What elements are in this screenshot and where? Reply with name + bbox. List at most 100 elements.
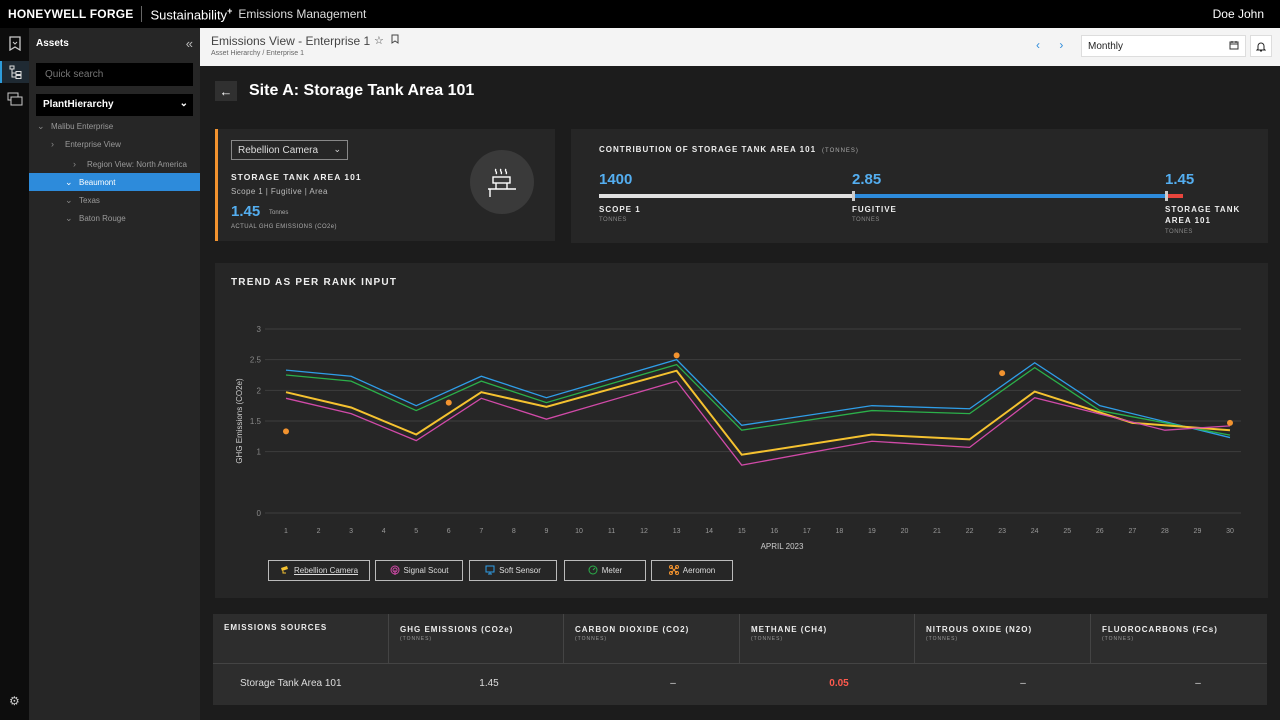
area-label: STORAGE TANK AREA 101 <box>1165 205 1241 225</box>
tree-item[interactable]: › Enterprise View <box>29 135 200 153</box>
x-tick-label: 21 <box>933 528 941 535</box>
column-header[interactable]: GHG EMISSIONS (CO2e) (TONNES) <box>389 614 564 663</box>
legend-label: Signal Scout <box>403 566 449 575</box>
legend-toggle-rebellion-camera[interactable]: Rebellion Camera <box>268 560 370 581</box>
tree-arrow-icon[interactable]: › <box>51 139 54 149</box>
table-cell-ghg: 1.45 <box>479 678 499 689</box>
fugitive-unit: TONNES <box>852 217 880 223</box>
x-axis-label: APRIL 2023 <box>761 542 804 551</box>
source-title: STORAGE TANK AREA 101 <box>231 172 362 182</box>
x-tick-label: 5 <box>414 528 418 535</box>
table-cell-source: Storage Tank Area 101 <box>240 678 342 689</box>
area-marker <box>1165 191 1168 201</box>
previous-period-icon[interactable]: ‹ <box>1036 38 1040 52</box>
tree-item-label: Baton Rouge <box>79 213 126 223</box>
legend-label: Meter <box>601 566 623 575</box>
legend-toggle-signal-scout[interactable]: Signal Scout <box>375 560 463 581</box>
table-cell-co2: – <box>670 678 676 689</box>
next-period-icon[interactable]: › <box>1059 38 1064 52</box>
page-header: Emissions View - Enterprise 1 ☆ Asset Hi… <box>200 28 1280 66</box>
tree-item[interactable]: ⌄ Malibu Enterprise <box>29 117 200 135</box>
x-tick-label: 11 <box>608 528 615 535</box>
quick-search-input[interactable] <box>36 63 193 86</box>
fugitive-marker <box>852 191 855 201</box>
y-tick-label: 1 <box>257 448 262 457</box>
favorite-star-icon[interactable]: ☆ <box>374 35 384 47</box>
aeromon-point <box>673 352 680 359</box>
x-tick-label: 2 <box>317 528 321 535</box>
x-tick-label: 12 <box>640 528 648 535</box>
series-line-soft-sensor <box>285 380 1231 466</box>
sidebar-title: Assets <box>36 38 69 49</box>
contribution-card: CONTRIBUTION OF STORAGE TANK AREA 101 (TO… <box>571 129 1268 243</box>
column-header[interactable]: NITROUS OXIDE (N2O) (TONNES) <box>915 614 1091 663</box>
tree-arrow-icon[interactable]: ⌄ <box>65 176 73 187</box>
tree-item[interactable]: › Region View: North America <box>29 155 200 173</box>
tree-item-label: Malibu Enterprise <box>51 121 114 131</box>
y-tick-label: 2 <box>257 386 262 395</box>
x-tick-label: 7 <box>479 528 483 535</box>
back-arrow-button[interactable]: ← <box>215 81 237 101</box>
hierarchy-select[interactable]: PlantHierarchy ⌄ <box>36 94 193 116</box>
camera-select[interactable]: Rebellion Camera ⌄ <box>231 140 348 160</box>
legend-label: Rebellion Camera <box>293 566 359 575</box>
period-select[interactable]: Monthly <box>1081 35 1246 57</box>
fugitive-label: FUGITIVE <box>852 205 897 214</box>
hierarchy-nav-icon[interactable] <box>0 61 29 83</box>
series-line-rebellion-camera <box>285 369 1231 456</box>
module-name: Emissions Management <box>238 7 367 21</box>
tree-arrow-icon[interactable]: ⌄ <box>65 194 73 205</box>
x-tick-label: 17 <box>803 528 811 535</box>
area-value: 1.45 <box>1165 171 1195 188</box>
bookmark-icon[interactable] <box>391 34 399 47</box>
tree-item[interactable]: ⌄ Texas <box>29 191 200 209</box>
column-header[interactable]: METHANE (CH4) (TONNES) <box>740 614 915 663</box>
legend-label: Soft Sensor <box>499 566 541 575</box>
fugitive-bar <box>854 194 1167 198</box>
tree-arrow-icon[interactable]: ⌄ <box>65 212 73 223</box>
view-title: Emissions View - Enterprise 1 <box>211 34 371 48</box>
collapse-sidebar-icon[interactable]: « <box>185 36 193 51</box>
y-tick-label: 3 <box>257 325 262 334</box>
column-header[interactable]: FLUOROCARBONS (FCs) (TONNES) <box>1102 625 1218 642</box>
aeromon-point <box>999 370 1006 377</box>
tree-item[interactable]: ⌄ Beaumont <box>29 173 200 191</box>
x-tick-label: 22 <box>966 528 974 535</box>
y-tick-label: 2.5 <box>250 356 262 365</box>
tree-item[interactable]: ⌄ Baton Rouge <box>29 209 200 227</box>
header-actions: ☆ <box>374 34 399 47</box>
x-tick-label: 10 <box>575 528 583 535</box>
trend-line-chart: 011.522.531 2 3 4 5 6 7 8 9 10 11 12 13 14 15 16 17 18 19 2… <box>235 325 1241 551</box>
tree-arrow-icon[interactable]: › <box>73 159 76 169</box>
y-axis-label: GHG Emissions (CO2e) <box>235 378 244 464</box>
table-cell-n2o: – <box>1020 678 1026 689</box>
x-tick-label: 14 <box>705 528 713 535</box>
user-menu[interactable]: Doe John <box>1212 7 1264 21</box>
tree-arrow-icon[interactable]: ⌄ <box>37 120 45 131</box>
product-name: Sustainability+ <box>150 5 233 23</box>
x-tick-label: 20 <box>901 528 909 535</box>
notification-bell-icon[interactable] <box>1250 35 1272 57</box>
legend-toggle-aeromon[interactable]: Aeromon <box>651 560 733 581</box>
layers-nav-icon[interactable] <box>6 90 24 108</box>
column-header[interactable]: EMISSIONS SOURCES <box>213 614 389 663</box>
top-bar: HONEYWELL FORGE Sustainability+ Emission… <box>0 0 1280 28</box>
table-divider <box>213 663 1267 664</box>
chevron-down-icon: ⌄ <box>179 98 188 109</box>
x-tick-label: 1 <box>284 528 288 535</box>
x-tick-label: 19 <box>868 528 876 535</box>
storage-tank-icon <box>470 150 534 214</box>
y-tick-label: 0 <box>257 509 262 518</box>
bookmark-nav-icon[interactable] <box>6 34 24 52</box>
tree-item-label: Region View: North America <box>87 159 187 169</box>
legend-toggle-soft-sensor[interactable]: Soft Sensor <box>469 560 557 581</box>
legend-label: Aeromon <box>682 566 716 575</box>
area-unit: TONNES <box>1165 229 1193 235</box>
x-tick-label: 26 <box>1096 528 1104 535</box>
x-tick-label: 16 <box>770 528 778 535</box>
source-summary-card: Rebellion Camera ⌄ STORAGE TANK AREA 101… <box>215 129 555 241</box>
column-header[interactable]: CARBON DIOXIDE (CO2) (TONNES) <box>564 614 740 663</box>
legend-toggle-meter[interactable]: Meter <box>564 560 646 581</box>
tree-item-label: Texas <box>79 195 100 205</box>
settings-gear-icon[interactable]: ⚙ <box>9 694 20 708</box>
